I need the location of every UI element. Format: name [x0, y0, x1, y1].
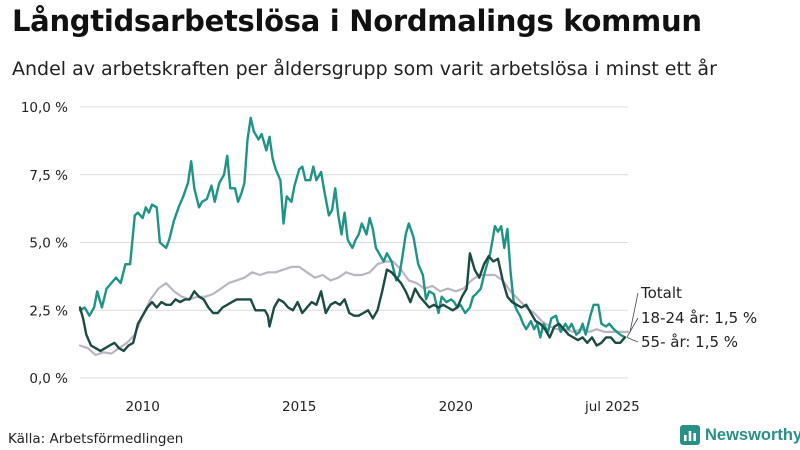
x-tick-label: 2010 [125, 399, 159, 415]
end-label: 55- år: 1,5 % [641, 333, 738, 351]
brand-name: Newsworthy [705, 425, 800, 444]
x-tick-label: 2020 [439, 399, 473, 415]
end-label-leader [626, 317, 639, 338]
x-tick-label: 2015 [282, 399, 316, 415]
chart-subtitle: Andel av arbetskraften per åldersgrupp s… [12, 58, 717, 80]
end-label: Totalt [640, 284, 682, 302]
y-tick-label: 5,0 % [29, 236, 68, 252]
y-tick-label: 0,0 % [29, 371, 68, 387]
source-note: Källa: Arbetsförmedlingen [8, 431, 184, 447]
series-line-18-24-r [78, 116, 627, 339]
chart-title: Långtidsarbetslösa i Nordmalings kommun [12, 4, 702, 38]
brand-logo: Newsworthy [680, 425, 800, 445]
series-line-55-r [78, 252, 627, 353]
y-tick-label: 10,0 % [21, 100, 68, 116]
y-tick-label: 2,5 % [29, 303, 68, 319]
bar-chart-icon [680, 425, 700, 445]
y-tick-label: 7,5 % [29, 168, 68, 184]
end-label: 18-24 år: 1,5 % [641, 309, 757, 327]
x-tick-label: jul 2025 [584, 399, 640, 415]
series-line-totalt [78, 260, 630, 357]
end-label-leader [629, 292, 639, 333]
end-label-leader [626, 336, 639, 343]
